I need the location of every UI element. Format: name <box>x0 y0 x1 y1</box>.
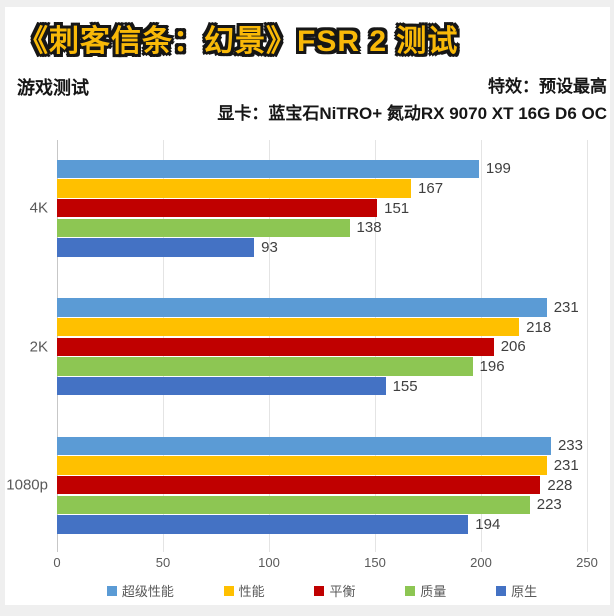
x-tick-label-250: 250 <box>576 555 598 570</box>
bar-value-label: 194 <box>475 516 501 534</box>
category-label-1080p: 1080p <box>6 476 48 494</box>
bar-超级性能-1080p <box>57 436 551 456</box>
bar-row: 231 <box>57 456 587 476</box>
bar-row: 223 <box>57 495 587 515</box>
bar-value-label: 151 <box>384 199 410 217</box>
effects-preset-label: 特效：预设最高 <box>488 77 607 96</box>
category-label-4K: 4K <box>29 199 48 217</box>
legend-label: 性能 <box>238 584 265 599</box>
bar-超级性能-2K <box>57 298 547 317</box>
legend-item-性能: 性能 <box>223 581 265 600</box>
x-tick-label-0: 0 <box>53 555 61 570</box>
bar-group-2K: 231 218 206 196 155 <box>57 298 587 396</box>
legend-item-超级性能: 超级性能 <box>106 581 174 600</box>
bar-value-label: 233 <box>557 437 583 455</box>
bar-性能-2K <box>57 317 520 337</box>
bar-group-1080p: 233 231 228 223 194 <box>57 436 587 534</box>
page-edge-bottom <box>0 605 614 616</box>
x-tick-label-50: 50 <box>155 555 171 570</box>
bar-value-label: 223 <box>536 496 562 514</box>
x-tick-label-150: 150 <box>364 555 386 570</box>
bar-row: 194 <box>57 515 587 535</box>
bar-row: 167 <box>57 179 587 199</box>
legend-label: 原生 <box>511 584 538 599</box>
legend-swatch-icon <box>223 585 234 596</box>
legend-swatch-icon <box>496 585 507 596</box>
page-edge-right <box>610 0 614 616</box>
bar-原生-4K <box>57 238 255 257</box>
bar-性能-1080p <box>57 456 547 475</box>
legend-label: 超级性能 <box>121 584 174 599</box>
bar-value-label: 218 <box>526 318 552 336</box>
legend: 超级性能 性能 平衡 质量 原生 <box>57 581 587 600</box>
page-title: 《刺客信条：幻景》FSR 2 测试 <box>18 25 459 58</box>
page-edge-left <box>0 0 5 616</box>
bar-value-label: 93 <box>261 239 278 257</box>
bar-平衡-1080p <box>57 476 541 495</box>
bar-row: 199 <box>57 159 587 179</box>
bar-row: 233 <box>57 436 587 456</box>
gridline-250 <box>587 140 588 552</box>
page-edge-top <box>0 0 614 7</box>
bar-value-label: 196 <box>479 357 505 375</box>
bar-value-label: 228 <box>547 476 573 494</box>
plot-area: 0 50 100 150 200 250 199 167 151 138 93 4K 231 218 206… <box>6 140 598 570</box>
bar-group-4K: 199 167 151 138 93 <box>57 159 587 257</box>
legend-item-平衡: 平衡 <box>314 581 355 600</box>
bar-平衡-2K <box>57 337 494 356</box>
legend-swatch-icon <box>106 585 117 596</box>
bar-value-label: 167 <box>418 180 444 198</box>
bar-质量-4K <box>57 218 350 238</box>
legend-item-质量: 质量 <box>405 581 446 600</box>
category-label-2K: 2K <box>29 338 48 355</box>
x-tick-label-100: 100 <box>258 555 280 570</box>
legend-swatch-icon <box>405 585 416 596</box>
bar-row: 196 <box>57 357 587 377</box>
bar-row: 228 <box>57 475 587 495</box>
bar-row: 151 <box>57 198 587 218</box>
bar-value-label: 199 <box>485 160 511 178</box>
benchmark-label: 游戏测试 <box>17 78 89 98</box>
x-tick-label-200: 200 <box>470 555 492 570</box>
gpu-label: 显卡：蓝宝石NiTRO+ 氮动RX 9070 XT 16G D6 OC <box>217 104 607 123</box>
bar-row: 138 <box>57 218 587 238</box>
legend-label: 质量 <box>420 584 447 599</box>
bar-质量-1080p <box>57 495 530 515</box>
bar-原生-2K <box>57 376 386 396</box>
bar-row: 93 <box>57 238 587 258</box>
bar-value-label: 138 <box>356 219 382 237</box>
bar-value-label: 231 <box>553 457 579 475</box>
bar-value-label: 206 <box>500 338 526 356</box>
bar-row: 218 <box>57 317 587 337</box>
bar-质量-2K <box>57 357 473 376</box>
bar-平衡-4K <box>57 199 378 218</box>
bar-row: 231 <box>57 298 587 318</box>
legend-swatch-icon <box>314 585 325 596</box>
bar-原生-1080p <box>57 515 469 534</box>
bar-超级性能-4K <box>57 159 479 179</box>
bar-性能-4K <box>57 179 412 198</box>
bar-value-label: 231 <box>553 298 579 316</box>
bar-value-label: 155 <box>392 377 418 395</box>
bar-row: 155 <box>57 376 587 396</box>
bar-row: 206 <box>57 337 587 357</box>
legend-item-原生: 原生 <box>496 581 537 600</box>
legend-label: 平衡 <box>329 584 356 599</box>
